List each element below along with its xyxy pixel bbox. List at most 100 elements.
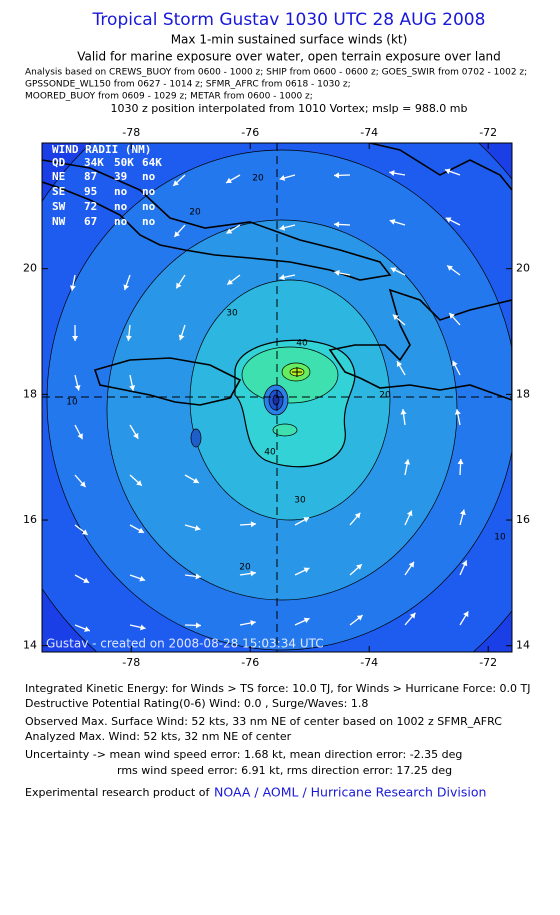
contour-label: 30 (226, 309, 238, 319)
wind-vector-head (334, 221, 340, 228)
wind-vector-head (226, 228, 233, 234)
contour-label: 40 (264, 448, 276, 458)
wind-vector-head (356, 564, 362, 570)
radii-cell: SW (52, 200, 66, 213)
analysis-line: MOORED_BUOY from 0609 - 1029 z; METAR fr… (25, 92, 313, 102)
wind-vector-head (194, 525, 201, 531)
wind-vector-head (392, 314, 399, 321)
wind-vector-head (447, 265, 453, 271)
y-tick-label: 20 (516, 262, 530, 275)
x-tick-label: -76 (241, 656, 259, 669)
wind-vector-head (406, 510, 413, 517)
radii-cell: 39 (114, 170, 127, 183)
radii-cell: no (142, 185, 156, 198)
wind-vector-head (457, 459, 464, 465)
wind-vector-head (454, 409, 461, 415)
wind-vector-head (390, 267, 397, 273)
radii-cell: no (142, 215, 156, 228)
wind-vector-head (389, 218, 396, 225)
contour-label: 10 (494, 533, 506, 543)
contour (190, 428, 202, 448)
coast-bahamas (369, 143, 512, 191)
wind-vector-head (463, 611, 469, 618)
radii-title: WIND RADII (NM) (52, 143, 151, 156)
footer-line: rms wind speed error: 6.91 kt, rms direc… (117, 764, 452, 777)
x-tick-label: -72 (479, 656, 497, 669)
wind-vector-head (138, 527, 145, 533)
wind-vector-head (459, 509, 466, 516)
wind-vector-head (334, 172, 340, 179)
map-frame (41, 142, 513, 653)
wind-vector-head (140, 624, 146, 631)
wind-vector-head (444, 168, 451, 175)
y-tick-label: 16 (23, 513, 37, 526)
wind-vector-head (74, 384, 81, 391)
analysis-line: GPSSONDE_WL150 from 0627 - 1014 z; SFMR_… (25, 80, 351, 90)
radii-cell: 87 (84, 170, 97, 183)
contour-label: 10 (66, 398, 78, 408)
wind-vector-head (176, 282, 182, 289)
wind-vector-head (461, 560, 468, 567)
map: 20 20 30 40 40 30 20 10 10 20 WIND RADII (NM)QD 34… (42, 143, 512, 652)
wind-vector-head (178, 334, 185, 341)
wind-vector-head (389, 170, 395, 177)
axes: -78 -78 -76 -76 -74 -74 -72 -72 14 14 16 16 18 18 20 20 (23, 126, 530, 669)
x-tick-label: -78 (122, 126, 140, 139)
wind-vector-head (125, 335, 132, 341)
contour-labels: 20 20 30 40 40 30 20 10 10 20 (66, 174, 506, 573)
wind-vector-head (356, 615, 363, 621)
wind-vector-head (81, 529, 88, 535)
wind-vector-head (193, 477, 199, 484)
wind-vector-head (396, 361, 403, 367)
wind-vector-head (227, 279, 234, 285)
y-tick-label: 20 (23, 262, 37, 275)
wind-vector-head (303, 617, 310, 624)
coast-cuba (42, 159, 392, 281)
y-tick-label: 18 (23, 387, 37, 400)
wind-vector-head (79, 481, 86, 488)
wind-vector-head (334, 269, 340, 276)
footer-line: Destructive Potential Rating(0-6) Wind: … (25, 697, 368, 710)
radii-cell: no (142, 170, 156, 183)
wind-vector-head (226, 177, 232, 184)
y-tick-label: 18 (516, 387, 530, 400)
x-tick-label: -74 (360, 656, 378, 669)
hrd-link[interactable]: NOAA / AOML / Hurricane Research Divisio… (214, 785, 486, 800)
title: Tropical Storm Gustav 1030 UTC 28 AUG 20… (92, 10, 486, 30)
radii-cell: no (114, 185, 128, 198)
wind-vector-head (250, 521, 256, 528)
wind-vectors (69, 168, 469, 632)
wind-vector-head (77, 433, 83, 440)
radii-cell: 72 (84, 200, 97, 213)
radii-cell: SE (52, 185, 65, 198)
wind-vector-head (83, 577, 90, 583)
x-tick-label: -74 (360, 126, 378, 139)
analysis-line: Analysis based on CREWS_BUOY from 0600 -… (25, 68, 527, 78)
wind-vector-head (279, 274, 285, 281)
footer-line: Analyzed Max. Wind: 52 kts, 32 nm NE of … (25, 730, 292, 743)
max-wind-marker (292, 367, 302, 377)
wind-vector-head (139, 575, 146, 582)
wind-vector-head (174, 231, 180, 237)
radii-header: 34K (84, 156, 104, 169)
wind-vector-head (404, 459, 411, 465)
radii-cell: no (114, 215, 128, 228)
wind-vector-head (72, 335, 79, 341)
wind-vector-head (123, 284, 130, 291)
footer-line: Observed Max. Surface Wind: 52 kts, 33 n… (25, 715, 502, 728)
radii-cell: 67 (84, 215, 97, 228)
wind-vector-head (69, 285, 76, 291)
wind-vector-head (136, 480, 142, 486)
contour-label: 20 (239, 563, 251, 573)
position-note: 1030 z position interpolated from 1010 V… (110, 102, 467, 115)
radii-header: QD (52, 156, 66, 169)
wind-vector-head (303, 567, 310, 573)
contour-label: 40 (296, 339, 308, 349)
x-tick-label: -72 (479, 126, 497, 139)
wind-vector-head (409, 612, 416, 619)
footer-line: Uncertainty -> mean wind speed error: 1.… (25, 748, 462, 761)
wind-vector-head (195, 573, 201, 580)
contour-label: 20 (189, 208, 201, 218)
y-tick-label: 16 (516, 513, 530, 526)
